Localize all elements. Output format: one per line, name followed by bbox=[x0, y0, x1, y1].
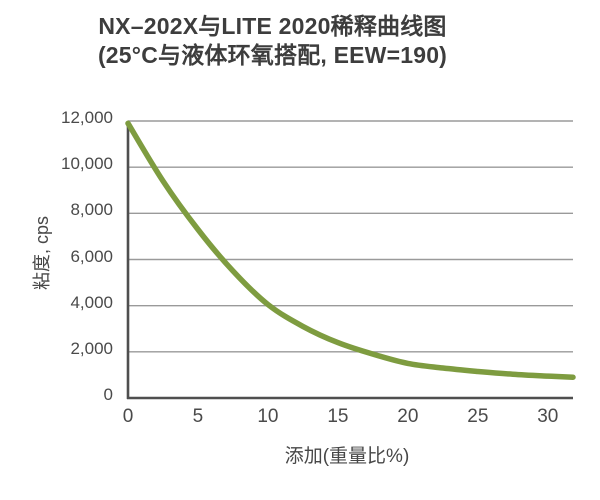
x-tick-label: 0 bbox=[122, 406, 134, 427]
x-tick-label: 30 bbox=[537, 406, 559, 427]
y-tick-label: 10,000 bbox=[61, 154, 113, 174]
y-tick-label: 12,000 bbox=[61, 108, 113, 127]
x-tick-label: 5 bbox=[192, 406, 204, 427]
y-axis-title-text: 粘度, cps bbox=[32, 215, 52, 291]
y-tick-label: 8,000 bbox=[70, 200, 113, 220]
chart-title-line1: NX–202X与LITE 2020稀释曲线图 bbox=[98, 13, 447, 39]
x-tick-label: 10 bbox=[257, 406, 279, 427]
x-tick-label: 20 bbox=[397, 406, 419, 427]
x-tick-label: 25 bbox=[467, 406, 489, 427]
y-tick-label: 4,000 bbox=[70, 292, 113, 312]
x-axis-title: 添加(重量比%) bbox=[284, 446, 410, 467]
y-tick-label: 2,000 bbox=[70, 338, 113, 358]
x-tick-label: 15 bbox=[327, 406, 349, 427]
chart-title: NX–202X与LITE 2020稀释曲线图 (25°C与液体环氧搭配, EEW… bbox=[0, 12, 545, 70]
dilution-curve bbox=[125, 120, 576, 380]
y-tick-label: 6,000 bbox=[70, 246, 113, 266]
chart-title-line2: (25°C与液体环氧搭配, EEW=190) bbox=[97, 42, 448, 68]
y-tick-label: 0 bbox=[103, 385, 113, 404]
